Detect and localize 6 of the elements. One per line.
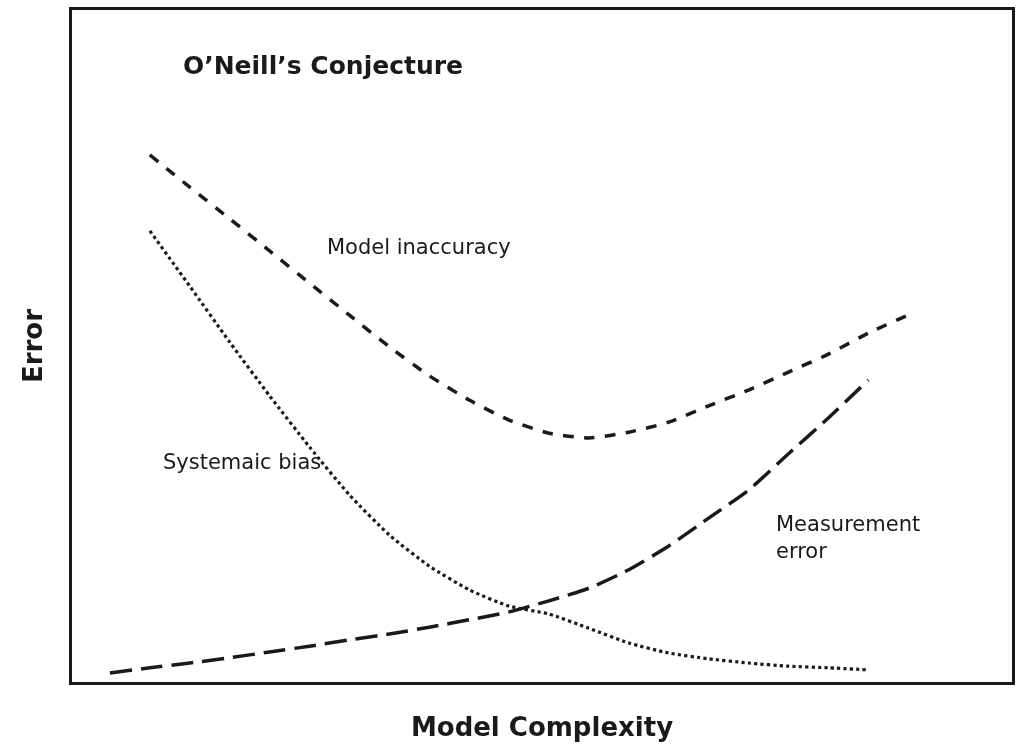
x-axis-title: Model Complexity [410, 712, 674, 743]
series-label: Measurement error [776, 512, 921, 564]
series-label: Model inaccuracy [327, 235, 511, 259]
series-label: Systemaic bias [163, 450, 322, 474]
y-axis-title: Error [17, 308, 48, 384]
chart-title: O’Neill’s Conjecture [182, 50, 464, 80]
